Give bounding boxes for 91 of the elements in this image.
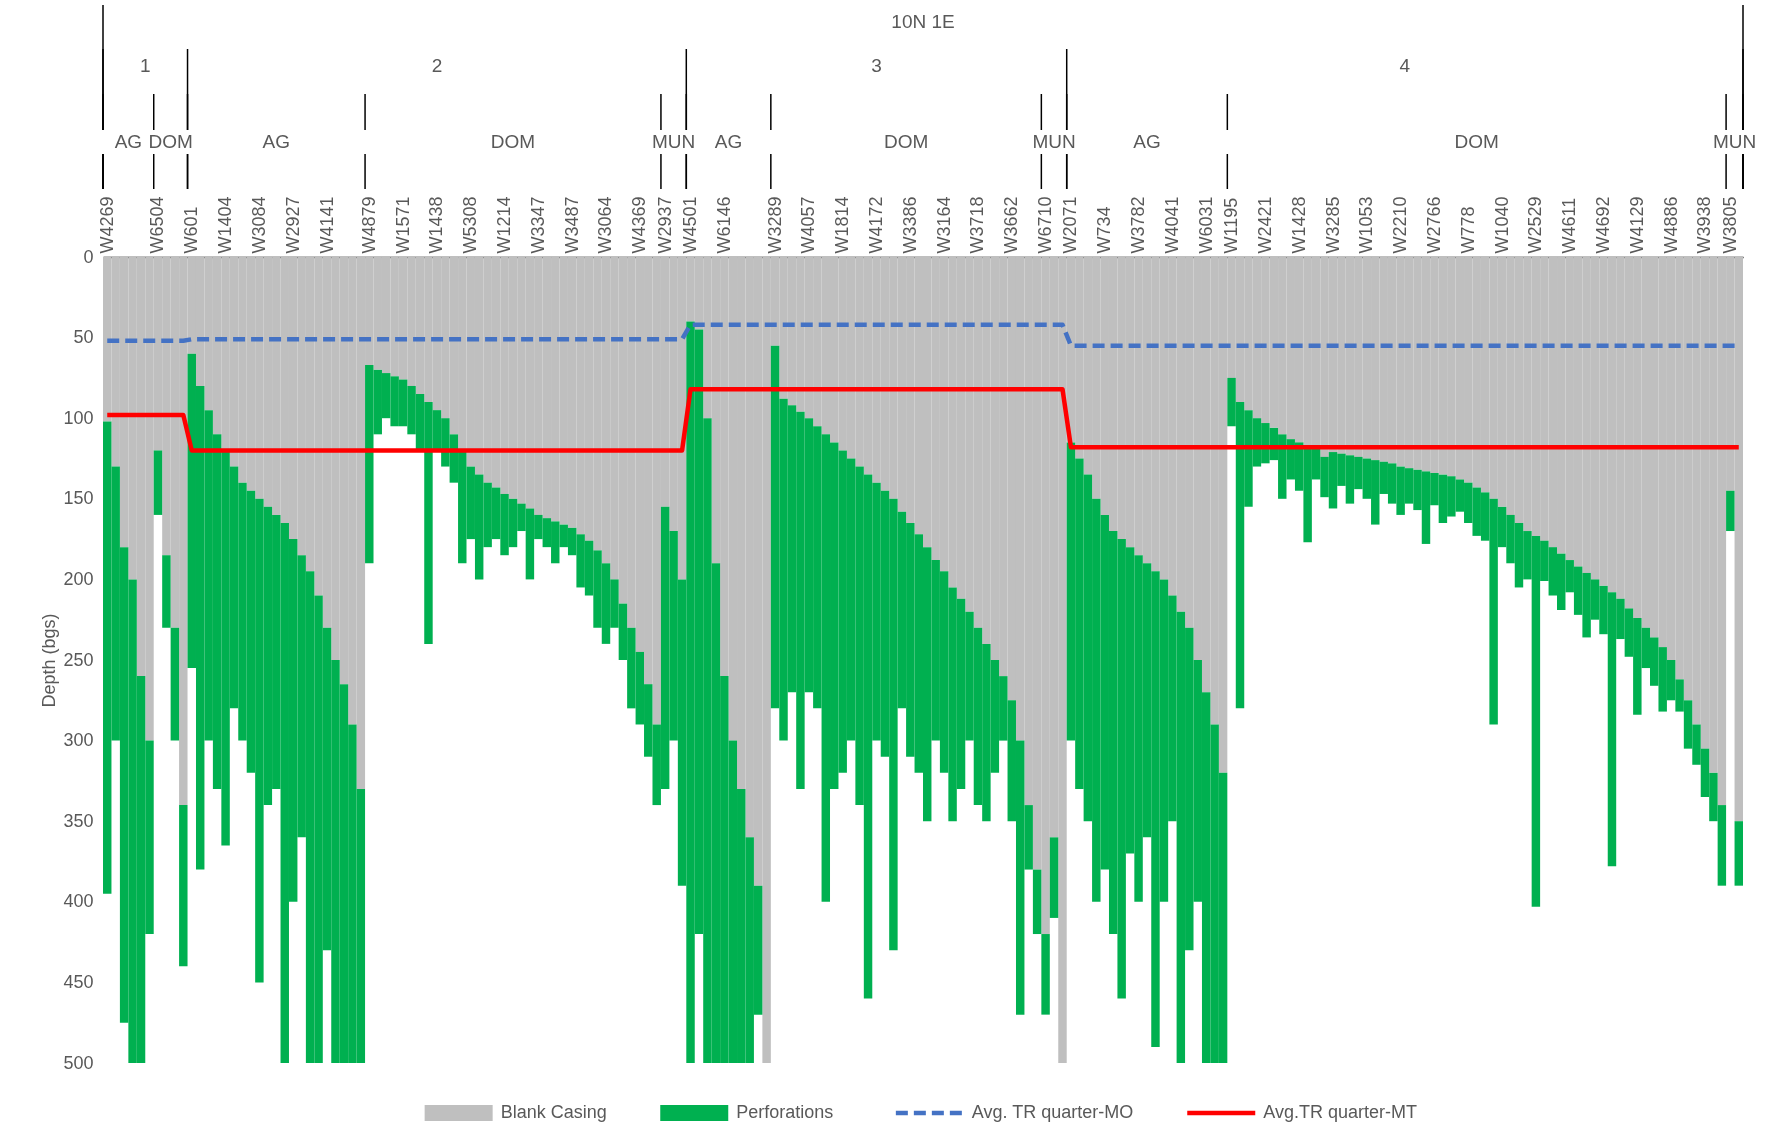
x-tick-label: W2529 [1525, 196, 1546, 254]
x-tick-label: W6146 [713, 196, 734, 254]
text: DOM [148, 131, 193, 152]
x-tick-label: W3662 [1001, 196, 1022, 254]
legend-label: Perforations [736, 1102, 834, 1122]
text: DOM [883, 131, 929, 152]
x-tick-label: W1428 [1288, 196, 1309, 254]
x-tick-label: W4057 [798, 196, 819, 254]
bar [1041, 934, 1050, 1015]
y-tick-label: 250 [63, 649, 94, 670]
x-tick-label: W3805 [1719, 196, 1740, 254]
x-tick-label: W2927 [282, 196, 303, 254]
x-tick-label: W778 [1457, 206, 1478, 254]
text: 2 [431, 55, 443, 76]
x-tick-label: W2937 [654, 196, 675, 254]
x-tick-label: W3938 [1694, 196, 1715, 254]
text: AG [714, 131, 743, 152]
bar [153, 450, 163, 515]
bar [1726, 490, 1735, 532]
text: DOM [490, 131, 536, 152]
text: MUN [1712, 131, 1757, 152]
text: 3 [871, 55, 882, 76]
x-tick-label: W2071 [1060, 196, 1081, 254]
y-tick-label: 450 [63, 971, 94, 992]
x-tick-label: W4879 [358, 196, 379, 254]
x-tick-label: W2766 [1423, 196, 1444, 254]
y-tick-label: 350 [63, 810, 94, 831]
x-tick-label: W3064 [595, 196, 616, 254]
x-tick-label: W1814 [832, 196, 853, 254]
x-tick-label: W4886 [1660, 196, 1681, 254]
y-tick-label: 200 [63, 568, 94, 589]
y-tick-label: 500 [63, 1052, 94, 1073]
text: AG [114, 131, 143, 152]
text: 10N 1E [891, 11, 955, 32]
x-tick-label: W2421 [1254, 196, 1275, 254]
x-tick-label: W3289 [764, 196, 785, 254]
x-tick-label: W3084 [248, 196, 269, 254]
bar [170, 627, 180, 741]
bar [1049, 837, 1059, 918]
x-tick-label: W4692 [1593, 196, 1614, 254]
text: 1 [139, 55, 151, 76]
x-tick-label: W3386 [899, 196, 920, 254]
text: 4 [1399, 55, 1411, 76]
text: AG [1133, 131, 1161, 152]
x-tick-label: W1040 [1491, 196, 1512, 254]
y-tick-label: 50 [73, 327, 94, 348]
text: DOM [1454, 131, 1499, 152]
x-tick-label: W734 [1094, 206, 1115, 254]
y-tick-label: 150 [63, 488, 94, 509]
text: MUN [1032, 131, 1076, 152]
text: MUN [651, 131, 696, 152]
x-tick-label: W1438 [426, 196, 447, 254]
bar [1032, 869, 1042, 935]
x-tick-label: W1571 [392, 196, 413, 254]
x-tick-label: W601 [181, 206, 202, 254]
line-series [104, 386, 1742, 453]
x-tick-label: W1214 [494, 196, 515, 254]
x-tick-label: W4129 [1626, 196, 1647, 254]
y-tick-label: 100 [63, 407, 94, 428]
x-tick-label: W4501 [680, 196, 701, 254]
y-tick-label: 300 [63, 730, 94, 751]
x-tick-label: W1404 [215, 196, 236, 254]
x-tick-label: W3164 [933, 196, 954, 254]
x-tick-label: W4172 [866, 196, 887, 254]
x-tick-label: W5308 [460, 196, 481, 254]
x-tick-label: W6710 [1035, 196, 1056, 254]
y-axis-title: Depth (bgs) [39, 613, 60, 708]
x-tick-label: W4041 [1161, 196, 1182, 254]
bar [179, 805, 188, 967]
x-tick-label: W1195 [1221, 197, 1242, 254]
text: AG [262, 131, 291, 152]
x-tick-label: W4369 [629, 196, 650, 254]
x-tick-label: W3347 [527, 196, 548, 254]
x-tick-label: W3782 [1128, 196, 1149, 254]
x-tick-label: W3487 [561, 196, 582, 254]
x-tick-label: W3718 [967, 196, 988, 254]
x-tick-label: W4269 [96, 196, 117, 254]
legend-label: Avg. TR quarter-MO [971, 1102, 1134, 1122]
x-tick-label: W6504 [147, 196, 168, 254]
x-tick-label: W1053 [1356, 196, 1377, 254]
x-tick-label: W6031 [1195, 196, 1216, 254]
x-tick-label: W2210 [1390, 196, 1411, 254]
y-tick-label: 0 [83, 246, 94, 267]
legend-label: Avg.TR quarter-MT [1263, 1102, 1417, 1122]
y-tick-label: 400 [63, 891, 94, 912]
legend-label: Blank Casing [500, 1102, 607, 1122]
x-tick-label: W4141 [316, 196, 337, 254]
bar [162, 555, 171, 628]
bar [1734, 821, 1743, 886]
x-tick-label: W3285 [1322, 196, 1343, 254]
x-tick-label: W4611 [1559, 197, 1580, 254]
